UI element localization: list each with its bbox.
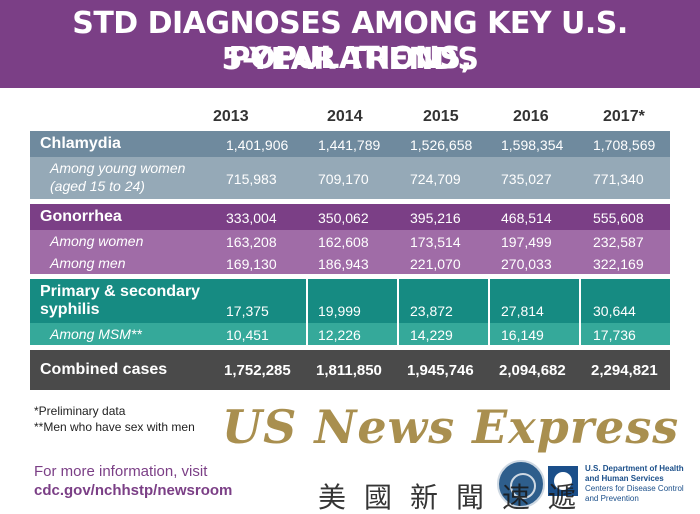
cell-chlamydia-2015: 1,526,658 [410,137,473,153]
cell-young-women-2015: 724,709 [410,171,461,187]
cell-chlamydia-2014: 1,441,789 [318,137,381,153]
cell-gonorrhea-men-2017: 322,169 [593,256,644,272]
cell-gonorrhea-2013: 333,004 [226,210,277,226]
year-header-2013: 2013 [213,108,249,125]
gonorrhea-men-row [30,252,670,274]
cell-gonorrhea-men-2014: 186,943 [318,256,369,272]
row-label-msm: Among MSM** [50,326,142,342]
hhs-department-name: U.S. Department of Health and Human Serv… [585,464,684,483]
gonorrhea-row [30,204,670,230]
row-label-gonorrhea-men: Among men [50,255,126,271]
cell-syphilis-2014: 19,999 [318,303,361,319]
cell-msm-2016: 16,149 [501,327,544,343]
cell-syphilis-2015: 23,872 [410,303,453,319]
cell-gonorrhea-2014: 350,062 [318,210,369,226]
row-label-chlamydia: Chlamydia [40,135,121,152]
column-divider [579,279,581,345]
cell-gonorrhea-2017: 555,608 [593,210,644,226]
gonorrhea-women-row [30,230,670,252]
cell-chlamydia-2017: 1,708,569 [593,137,656,153]
column-divider [306,279,308,345]
year-header-2017: 2017* [603,108,645,125]
cdc-name: Centers for Disease Control and Preventi… [585,484,684,503]
year-header-2015: 2015 [423,108,459,125]
cell-msm-2013: 10,451 [226,327,269,343]
row-label-young-women-age: (aged 15 to 24) [50,178,145,194]
cell-syphilis-2017: 30,644 [593,303,636,319]
cell-msm-2014: 12,226 [318,327,361,343]
cell-combined-2017: 2,294,821 [591,362,658,379]
cell-young-women-2016: 735,027 [501,171,552,187]
column-divider [397,279,399,345]
hhs-agency-text: U.S. Department of Health and Human Serv… [585,464,697,504]
cell-gonorrhea-men-2013: 169,130 [226,256,277,272]
cell-gonorrhea-women-2014: 162,608 [318,234,369,250]
cell-gonorrhea-2016: 468,514 [501,210,552,226]
cell-gonorrhea-men-2015: 221,070 [410,256,461,272]
watermark-chinese: 美國新聞速遞 [318,481,595,514]
cell-msm-2015: 14,229 [410,327,453,343]
cell-syphilis-2013: 17,375 [226,303,269,319]
page-title-line2: 5-YEAR TRENDS [221,42,479,77]
syphilis-row [30,279,670,323]
row-label-syphilis: Primary & secondary [40,283,201,300]
combined-row [30,350,670,390]
footnote-preliminary: *Preliminary data [34,404,126,418]
column-divider [488,279,490,345]
cell-young-women-2017: 771,340 [593,171,644,187]
cell-syphilis-2016: 27,814 [501,303,544,319]
row-label-combined: Combined cases [40,361,168,378]
syphilis-msm-row [30,323,670,345]
cell-gonorrhea-women-2017: 232,587 [593,234,644,250]
cell-gonorrhea-women-2013: 163,208 [226,234,277,250]
more-info-text: For more information, visit [34,463,208,480]
cell-combined-2016: 2,094,682 [499,362,566,379]
cell-chlamydia-2013: 1,401,906 [226,137,289,153]
cell-combined-2014: 1,811,850 [316,362,382,379]
cell-gonorrhea-men-2016: 270,033 [501,256,552,272]
row-label-gonorrhea: Gonorrhea [40,208,122,225]
page-title-line1: STD DIAGNOSES AMONG KEY U.S. POPULATIONS… [72,6,628,76]
cell-msm-2017: 17,736 [593,327,636,343]
page-header: STD DIAGNOSES AMONG KEY U.S. POPULATIONS… [0,0,700,88]
more-info-link[interactable]: cdc.gov/nchhstp/newsroom [34,482,233,499]
watermark-english: US News Express [222,400,680,454]
cell-young-women-2014: 709,170 [318,171,369,187]
chlamydia-young-women-row [30,157,670,199]
cell-gonorrhea-women-2016: 197,499 [501,234,552,250]
cell-gonorrhea-2015: 395,216 [410,210,461,226]
cell-chlamydia-2016: 1,598,354 [501,137,564,153]
chlamydia-row [30,131,670,157]
year-header-2016: 2016 [513,108,549,125]
cell-combined-2015: 1,945,746 [407,362,474,379]
footnote-msm: **Men who have sex with men [34,420,195,434]
cell-combined-2013: 1,752,285 [224,362,291,379]
row-label-syphilis-line2: syphilis [40,301,100,318]
year-header-2014: 2014 [327,108,363,125]
cell-gonorrhea-women-2015: 173,514 [410,234,461,250]
cell-young-women-2013: 715,983 [226,171,277,187]
hhs-seal-icon [497,460,545,508]
row-label-young-women: Among young women [50,160,186,176]
row-label-gonorrhea-women: Among women [50,233,144,249]
cdc-logo-icon [548,466,578,496]
